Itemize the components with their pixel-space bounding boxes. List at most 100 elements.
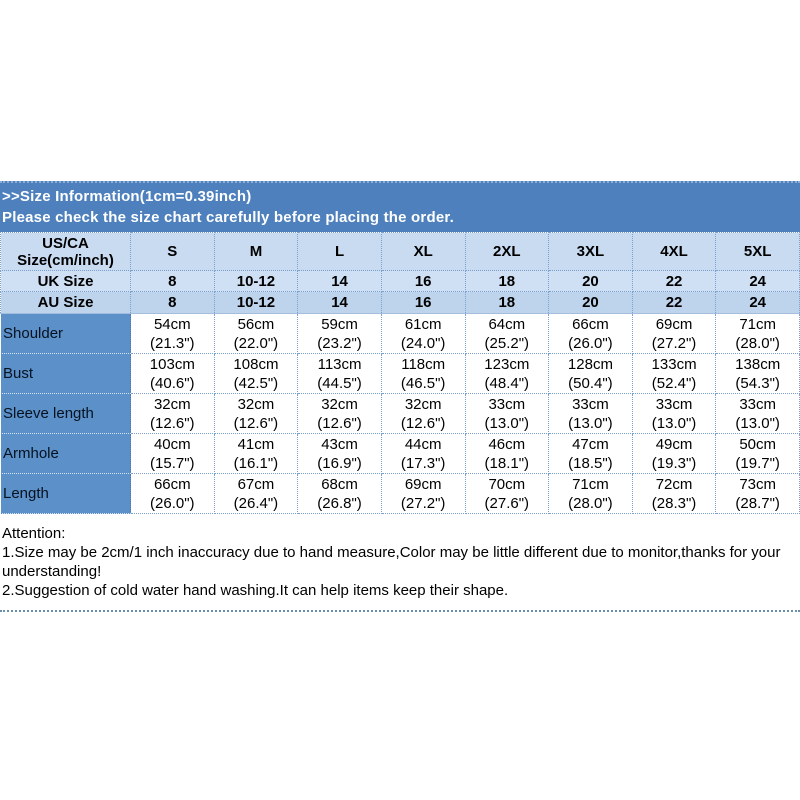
measurement-cell: 133cm (52.4") xyxy=(631,353,717,394)
attention-note-1: 1.Size may be 2cm/1 inch inaccuracy due … xyxy=(2,544,781,580)
value-cm: 32cm xyxy=(153,395,191,413)
value-inch: (54.3") xyxy=(735,374,780,392)
measurement-cell: 47cm (18.5") xyxy=(548,433,633,474)
value-inch: (12.6") xyxy=(400,414,446,432)
measurement-cell: 50cm (19.7") xyxy=(715,433,800,474)
value-inch: (40.6") xyxy=(150,374,195,392)
value-cm: 69cm xyxy=(404,475,442,493)
value-cm: 69cm xyxy=(655,315,693,333)
au-size-value: 24 xyxy=(715,291,800,314)
measurement-cell: 66cm (26.0") xyxy=(130,473,215,514)
value-cm: 68cm xyxy=(321,475,358,493)
measurement-cell: 108cm (42.5") xyxy=(213,353,299,394)
value-inch: (15.7") xyxy=(150,454,195,472)
value-cm: 33cm xyxy=(488,395,526,413)
measurement-cell: 118cm (46.5") xyxy=(380,353,466,394)
value-cm: 46cm xyxy=(488,435,526,453)
uk-size-value: 8 xyxy=(130,270,215,292)
value-inch: (18.1") xyxy=(484,454,530,472)
measurement-cell: 113cm (44.5") xyxy=(297,353,382,394)
value-inch: (26.8") xyxy=(317,494,362,512)
value-cm: 128cm xyxy=(567,355,613,373)
value-inch: (23.2") xyxy=(317,334,362,352)
value-inch: (19.7") xyxy=(735,454,780,472)
measurement-label: Armhole xyxy=(0,433,131,474)
size-col-xl: XL xyxy=(380,232,466,271)
attention-section: Attention: 1.Size may be 2cm/1 inch inac… xyxy=(0,524,796,600)
measurement-cell: 69cm (27.2") xyxy=(631,313,717,354)
value-cm: 133cm xyxy=(651,355,697,373)
value-cm: 70cm xyxy=(488,475,526,493)
measurement-cell: 32cm (12.6") xyxy=(130,393,215,434)
value-inch: (46.5") xyxy=(400,374,446,392)
value-cm: 32cm xyxy=(404,395,442,413)
value-inch: (26.0") xyxy=(568,334,613,352)
top-whitespace xyxy=(0,0,800,181)
measurement-cell: 54cm (21.3") xyxy=(130,313,215,354)
value-inch: (13.0") xyxy=(735,414,780,432)
measurement-cell: 123cm (48.4") xyxy=(464,353,550,394)
size-table: US/CA Size(cm/inch) S M L XL 2XL 3XL 4XL… xyxy=(0,232,800,514)
measurement-cell: 70cm (27.6") xyxy=(464,473,550,514)
value-cm: 32cm xyxy=(237,395,275,413)
uk-size-value: 16 xyxy=(380,270,466,292)
value-inch: (19.3") xyxy=(651,454,697,472)
value-inch: (44.5") xyxy=(317,374,362,392)
value-cm: 64cm xyxy=(488,315,526,333)
value-inch: (12.6") xyxy=(317,414,362,432)
value-inch: (26.0") xyxy=(150,494,195,512)
size-col-m: M xyxy=(213,232,299,271)
value-inch: (52.4") xyxy=(651,374,697,392)
measurement-cell: 71cm (28.0") xyxy=(715,313,800,354)
value-inch: (12.6") xyxy=(233,414,279,432)
uk-size-value: 14 xyxy=(297,270,382,292)
corner-line1: US/CA xyxy=(42,234,89,252)
measurement-cell: 33cm (13.0") xyxy=(464,393,550,434)
value-cm: 123cm xyxy=(484,355,530,373)
value-cm: 71cm xyxy=(739,315,777,333)
measurement-cell: 68cm (26.8") xyxy=(297,473,382,514)
uk-size-value: 22 xyxy=(631,270,717,292)
uk-size-value: 20 xyxy=(548,270,633,292)
banner-title: >>Size Information(1cm=0.39inch) xyxy=(2,188,252,205)
uk-size-row: UK Size 8 10-12 14 16 18 20 22 24 xyxy=(0,270,800,292)
corner-cell: US/CA Size(cm/inch) xyxy=(0,232,131,271)
measurement-cell: 59cm (23.2") xyxy=(297,313,382,354)
measurement-cell: 32cm (12.6") xyxy=(213,393,299,434)
uk-size-value: 10-12 xyxy=(213,270,299,292)
measurement-cell: 67cm (26.4") xyxy=(213,473,299,514)
value-cm: 40cm xyxy=(153,435,191,453)
value-cm: 103cm xyxy=(149,355,195,373)
measurement-label: Shoulder xyxy=(0,313,131,354)
measurement-cell: 49cm (19.3") xyxy=(631,433,717,474)
measurement-cell: 33cm (13.0") xyxy=(548,393,633,434)
value-cm: 66cm xyxy=(572,315,609,333)
measurement-cell: 61cm (24.0") xyxy=(380,313,466,354)
value-inch: (22.0") xyxy=(233,334,279,352)
value-cm: 73cm xyxy=(739,475,777,493)
value-cm: 72cm xyxy=(655,475,693,493)
au-size-label: AU Size xyxy=(0,291,131,314)
size-col-4xl: 4XL xyxy=(631,232,717,271)
measurement-cell: 69cm (27.2") xyxy=(380,473,466,514)
measurement-cell: 46cm (18.1") xyxy=(464,433,550,474)
value-inch: (27.2") xyxy=(651,334,697,352)
measurement-row-shoulder: Shoulder 54cm (21.3") 56cm (22.0") 59cm … xyxy=(0,313,800,354)
value-inch: (26.4") xyxy=(233,494,279,512)
value-inch: (28.0") xyxy=(568,494,613,512)
measurement-row-sleeve-length: Sleeve length 32cm (12.6") 32cm (12.6") … xyxy=(0,393,800,434)
measurement-label: Sleeve length xyxy=(0,393,131,434)
value-inch: (12.6") xyxy=(150,414,195,432)
size-col-l: L xyxy=(297,232,382,271)
uk-size-label: UK Size xyxy=(0,270,131,292)
value-inch: (16.1") xyxy=(233,454,279,472)
measurement-cell: 128cm (50.4") xyxy=(548,353,633,394)
size-col-s: S xyxy=(130,232,215,271)
value-cm: 61cm xyxy=(404,315,442,333)
value-inch: (16.9") xyxy=(317,454,362,472)
value-cm: 44cm xyxy=(404,435,442,453)
value-cm: 59cm xyxy=(321,315,358,333)
au-size-value: 8 xyxy=(130,291,215,314)
measurement-cell: 73cm (28.7") xyxy=(715,473,800,514)
